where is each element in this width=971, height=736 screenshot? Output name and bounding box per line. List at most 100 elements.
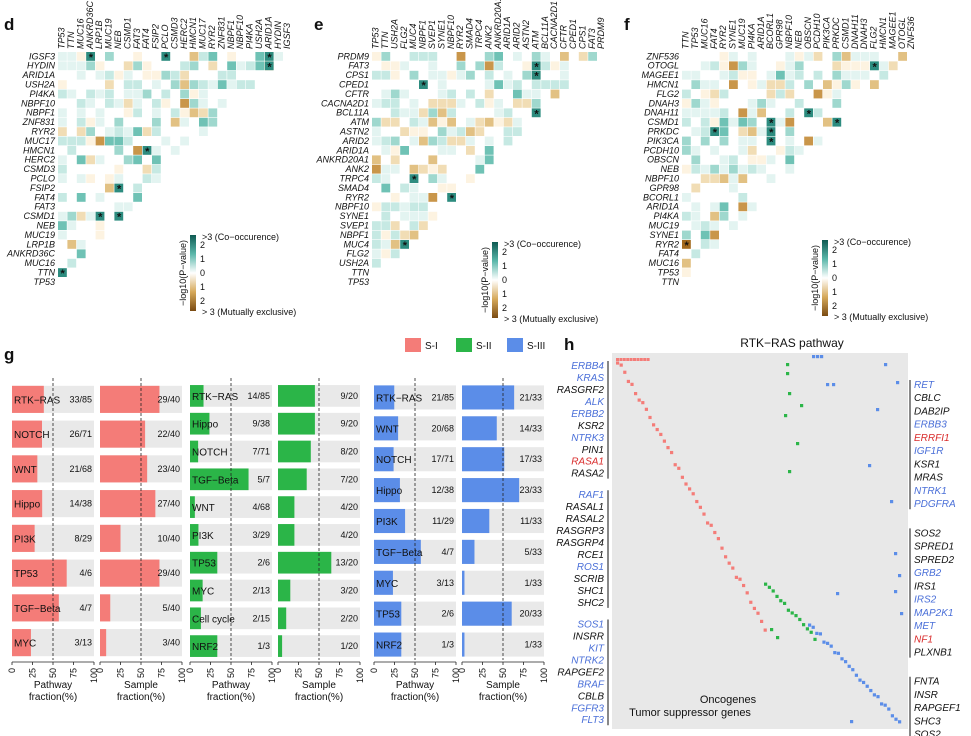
heatmap-f: TTN TP53 MUC16 FAT4 RYR2 SYNE1 MUC19 PI4KA ARID1… <box>641 11 928 322</box>
heatmap-cell <box>133 52 142 61</box>
heatmap-cell <box>700 155 710 165</box>
bar-S-II-pathway-RTK−RAS <box>190 385 204 407</box>
heatmap-cell-significant <box>531 61 541 71</box>
heatmap-cell <box>700 193 710 202</box>
heatmap-cell <box>133 146 142 155</box>
bar-value-sample: 1/20 <box>340 641 358 651</box>
gene-left-RASA2: RASA2 <box>571 469 604 480</box>
heatmap-cell <box>522 89 532 99</box>
heatmap-cell <box>747 108 757 118</box>
gene-left-RAF1: RAF1 <box>578 490 604 501</box>
heatmap-cell <box>142 99 152 108</box>
heatmap-cell <box>390 230 400 240</box>
heatmap-cell <box>747 99 757 108</box>
heatmap-cell <box>170 127 180 136</box>
heatmap-cell <box>719 70 729 80</box>
bar-value-sample: 17/33 <box>519 454 542 464</box>
heatmap-cell <box>419 155 428 165</box>
heatmap-cell <box>227 99 236 108</box>
heatmap-cell <box>841 89 851 99</box>
bar-value-pathway: 2/6 <box>257 558 270 568</box>
heatmap-cell <box>813 89 823 99</box>
heatmap-cell <box>484 117 494 127</box>
col-label-e-ATM: ATM <box>530 30 540 50</box>
bar-S-III-sample-PI3K <box>462 508 490 534</box>
heatmap-cell <box>531 80 541 89</box>
heatmap-cell <box>757 155 766 165</box>
col-label-e-TTN: TTN <box>380 31 390 49</box>
heatmap-cell <box>766 99 776 108</box>
heatmap-cell <box>691 108 701 118</box>
significance-star: * <box>835 118 840 130</box>
heatmap-cell <box>95 230 105 240</box>
bar-value-pathway: 14/38 <box>69 499 92 509</box>
col-label-f-CSMD1: CSMD1 <box>840 17 850 49</box>
heatmap-cell <box>123 99 133 108</box>
heatmap-cell <box>390 80 400 89</box>
panel-label-f: f <box>624 15 630 34</box>
heatmap-cell <box>466 164 475 174</box>
legend-top-f: >3 (Co−occurence) <box>834 237 911 247</box>
legend-top-e: >3 (Co−occurence) <box>504 239 581 249</box>
heatmap-cell <box>700 230 710 240</box>
heatmap-cell <box>832 80 842 89</box>
heatmap-cell <box>199 117 208 127</box>
heatmap-cell <box>804 136 813 146</box>
legend-label-s1: S-I <box>425 341 438 352</box>
gene-right-ERBB3: ERBB3 <box>914 420 947 431</box>
heatmap-cell <box>785 52 795 61</box>
heatmap-cell <box>691 89 701 99</box>
heatmap-cell <box>729 99 738 108</box>
heatmap-cell <box>152 80 161 89</box>
heatmap-cell <box>105 52 114 61</box>
heatmap-cell <box>180 117 189 127</box>
heatmap-cell <box>522 117 532 127</box>
heatmap-cell <box>390 99 400 108</box>
bar-value-pathway: 5/7 <box>257 474 270 484</box>
bar-value-pathway: 20/68 <box>431 423 454 433</box>
heatmap-cell <box>484 108 494 118</box>
heatmap-cell <box>700 52 710 61</box>
heatmap-cell <box>372 146 381 155</box>
heatmap-cell <box>682 70 691 80</box>
x-tick-label: 50 <box>136 668 146 678</box>
heatmap-cell <box>700 99 710 108</box>
gene-left-RCE1: RCE1 <box>577 550 604 561</box>
heatmap-cell <box>67 146 77 155</box>
heatmap-cell-significant <box>264 61 274 71</box>
heatmap-cell <box>86 89 95 99</box>
bar-value-pathway: 1/3 <box>257 641 270 651</box>
heatmap-cell <box>189 61 199 71</box>
heatmap-cell <box>95 164 105 174</box>
bar-value-sample: 9/20 <box>340 419 358 429</box>
heatmap-cell <box>747 146 757 155</box>
heatmap-cell <box>785 117 795 127</box>
x-tick-label: 100 <box>177 668 187 683</box>
gene-left-RASA1: RASA1 <box>571 457 604 468</box>
heatmap-cell <box>682 258 691 268</box>
heatmap-cell <box>170 89 180 99</box>
mutation-mark-s3 <box>868 464 872 468</box>
mutation-mark-s3 <box>869 688 873 693</box>
col-label-d-PI4KA: PI4KA <box>245 23 255 49</box>
legend-tick-d: 2 <box>200 296 205 306</box>
heatmap-cell <box>541 89 550 99</box>
heatmap-cell <box>560 70 569 80</box>
heatmap-cell <box>747 52 757 61</box>
legend-tick-e: 1 <box>502 289 507 299</box>
row-label-d-MUC19: MUC19 <box>24 230 55 240</box>
col-label-f-PCDH10: PCDH10 <box>812 13 822 49</box>
heatmap-cell <box>456 183 466 193</box>
heatmap-cell <box>691 258 701 268</box>
heatmap-cell <box>208 61 218 71</box>
heatmap-cell <box>747 193 757 202</box>
heatmap-cell <box>114 164 124 174</box>
significance-star: * <box>534 108 539 120</box>
gene-right-MRAS: MRAS <box>914 473 943 484</box>
x-tick-label: 100 <box>89 668 99 683</box>
heatmap-cell <box>161 155 171 165</box>
heatmap-cell <box>217 61 227 71</box>
heatmap-cell <box>236 70 246 80</box>
axis-title-line2: fraction(%) <box>29 692 77 703</box>
heatmap-cell <box>409 155 419 165</box>
